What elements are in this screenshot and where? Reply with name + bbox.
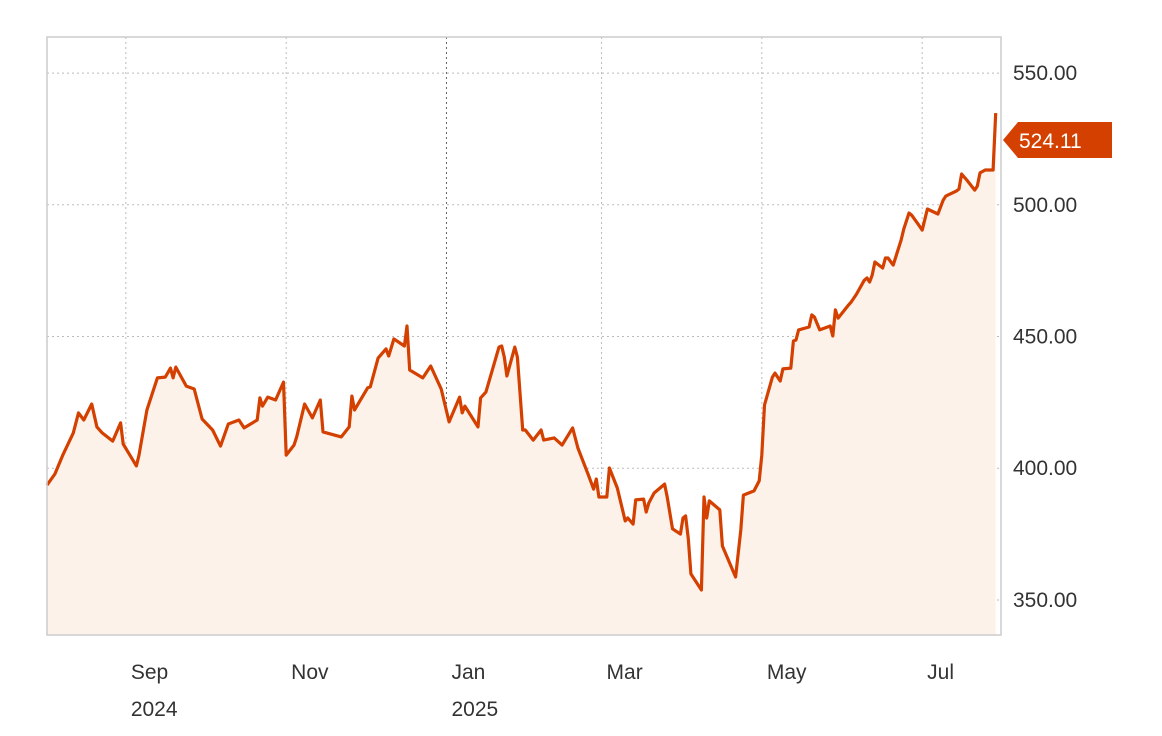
x-tick-label: Jan — [451, 661, 485, 684]
x-tick-year-label: 2025 — [451, 698, 498, 721]
x-tick-label: Nov — [291, 661, 329, 684]
x-tick-label: Mar — [607, 661, 643, 684]
price-area-fill — [47, 113, 996, 636]
y-axis: 350.00 400.00 450.00 500.00 550.00 — [1013, 62, 1077, 612]
y-tick-label: 350.00 — [1013, 589, 1077, 612]
price-line — [45, 113, 998, 592]
x-tick-year-label: 2024 — [131, 698, 178, 721]
y-tick-label: 500.00 — [1013, 194, 1077, 217]
x-axis: Sep 2024 Nov Jan 2025 Mar May Jul — [131, 661, 954, 721]
last-value-tag: 524.11 — [1003, 122, 1112, 158]
y-tick-label: 400.00 — [1013, 457, 1077, 480]
x-tick-label: May — [767, 661, 807, 684]
x-tick-label: Jul — [927, 661, 954, 684]
plot-frame — [46, 36, 1002, 636]
y-tick-label: 550.00 — [1013, 62, 1077, 85]
y-tick-label: 450.00 — [1013, 326, 1077, 349]
x-tick-label: Sep — [131, 661, 168, 684]
last-value-label: 524.11 — [1019, 130, 1082, 153]
last-value-tag-shape — [1003, 122, 1112, 158]
